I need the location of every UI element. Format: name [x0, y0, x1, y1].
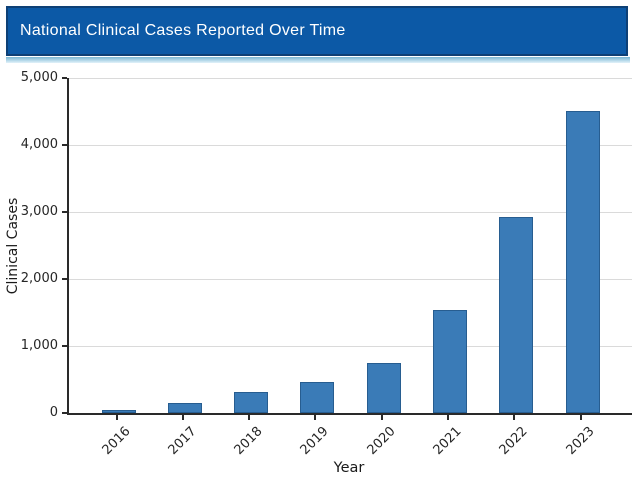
bar-2017: [167, 402, 202, 413]
y-tick-label: 3,000: [20, 204, 58, 219]
y-tick-label: 1,000: [20, 338, 58, 353]
header-bar: National Clinical Cases Reported Over Ti…: [6, 6, 628, 56]
x-tick-mark: [115, 415, 118, 420]
y-tick-label: 5,000: [20, 70, 58, 85]
x-tick-label: 2017: [165, 424, 200, 459]
bar-2020: [366, 363, 401, 413]
y-tick-mark: [62, 345, 67, 347]
gridline: [69, 279, 632, 280]
x-tick-mark: [513, 415, 516, 420]
x-tick-mark: [181, 415, 184, 420]
gridline: [69, 212, 632, 213]
x-tick-label: 2022: [496, 424, 531, 459]
y-tick-mark: [62, 211, 67, 213]
x-tick-mark: [446, 415, 449, 420]
x-tick-mark: [314, 415, 317, 420]
x-tick-label: 2020: [364, 424, 399, 459]
x-tick-label: 2023: [563, 424, 598, 459]
bar-2018: [234, 392, 269, 413]
x-axis-label: Year: [333, 460, 365, 476]
y-tick-label: 2,000: [20, 271, 58, 286]
x-tick-label: 2019: [297, 424, 332, 459]
x-tick-label: 2021: [430, 424, 465, 459]
x-tick-label: 2018: [231, 424, 266, 459]
y-tick-mark: [62, 144, 67, 146]
bar-2019: [300, 382, 335, 413]
x-tick-mark: [579, 415, 582, 420]
x-tick-label: 2016: [99, 424, 134, 459]
plot-area: [67, 78, 632, 415]
bar-chart: Clinical Cases Year 0 1,000 2,000 3,000 4,00…: [0, 64, 634, 483]
bar-2021: [432, 309, 467, 413]
y-tick-mark: [62, 412, 67, 414]
y-tick-mark: [62, 278, 67, 280]
gridline: [69, 145, 632, 146]
bar-2016: [101, 409, 136, 413]
y-tick-label: 0: [49, 405, 58, 420]
y-tick-mark: [62, 77, 67, 79]
gridline: [69, 346, 632, 347]
y-tick-label: 4,000: [20, 137, 58, 152]
x-tick-mark: [248, 415, 251, 420]
header-accent-strip: [6, 57, 630, 63]
gridline: [69, 78, 632, 79]
bar-2022: [499, 217, 534, 413]
x-tick-mark: [380, 415, 383, 420]
chart-title: National Clinical Cases Reported Over Ti…: [20, 22, 346, 39]
bar-2023: [565, 110, 600, 413]
